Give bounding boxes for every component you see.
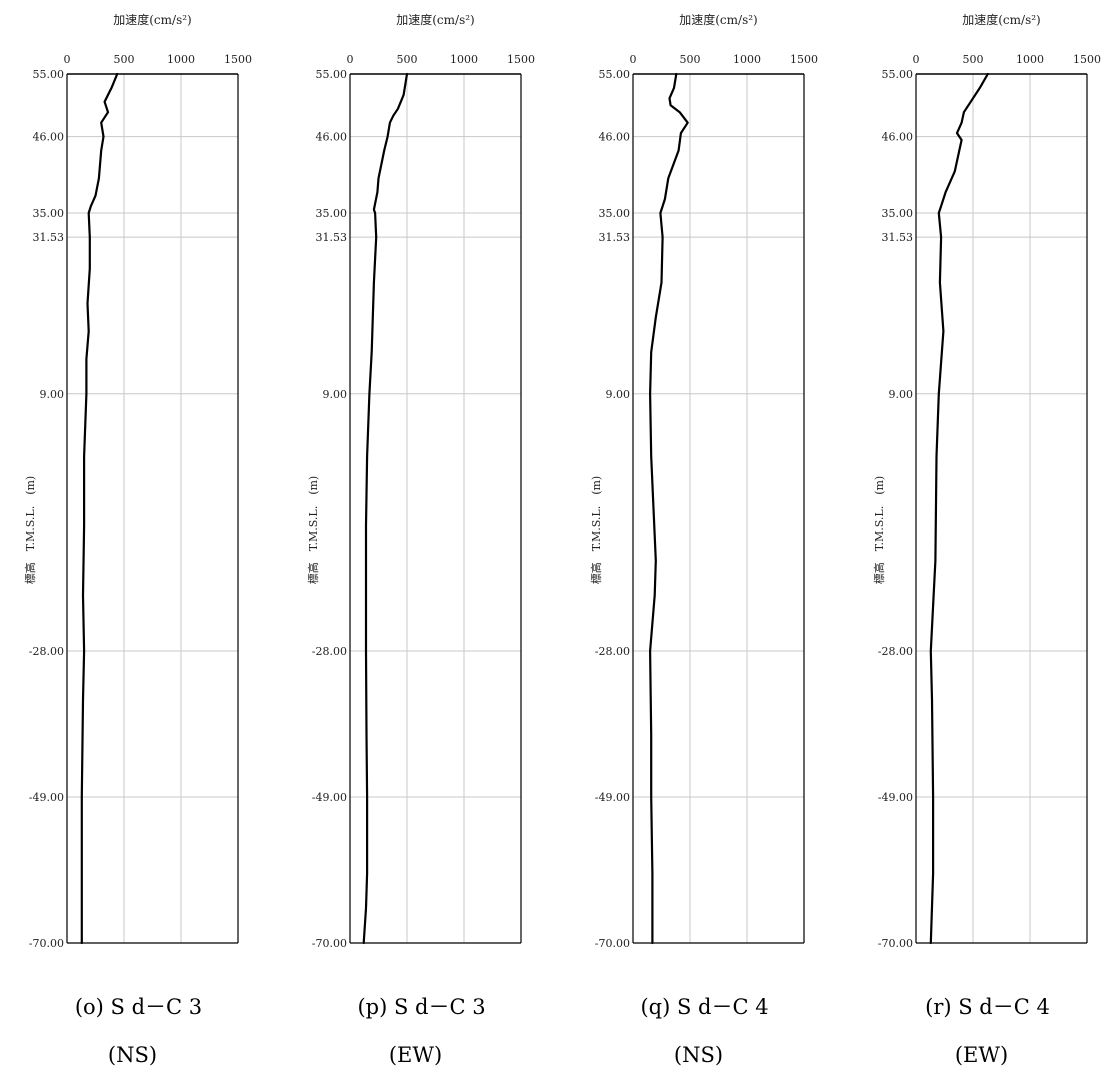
panel-3: 0 500 1000 1500 加速度(cm/s²) 55.00 46.00 35.00 31.… (872, 12, 1101, 1067)
y-axis-label: 標高 T.M.S.L. (m) (306, 476, 320, 584)
x-tick-label: 500 (680, 53, 701, 66)
y-tick-label: 46.00 (33, 131, 65, 144)
y-tick-label: -28.00 (595, 645, 630, 658)
caption-title: (r) S d－C 4 (925, 995, 1050, 1019)
y-tick-label: 46.00 (316, 131, 348, 144)
panel-0: 0 500 1000 1500 加速度(cm/s²) 55.00 46.00 35.00 31.… (23, 12, 252, 1067)
panel-1: 0 500 1000 1500 加速度(cm/s²) 55.00 46.00 35.00 31.… (306, 12, 535, 1067)
series-line (648, 72, 689, 945)
y-tick-label: 35.00 (33, 207, 65, 220)
y-tick-label: 55.00 (316, 68, 348, 81)
y-axis-label: 標高 T.M.S.L. (m) (872, 476, 886, 584)
y-tick-label: -49.00 (312, 791, 347, 804)
x-tick-label: 0 (64, 53, 71, 66)
caption-direction: (EW) (389, 1043, 442, 1067)
y-tick-label: -70.00 (312, 937, 347, 950)
caption-title: (q) S d－C 4 (640, 995, 768, 1019)
caption-title: (o) S d－C 3 (75, 995, 202, 1019)
x-axis-label: 加速度(cm/s²) (962, 12, 1040, 27)
y-tick-label: -28.00 (878, 645, 913, 658)
y-tick-label: 9.00 (889, 388, 914, 401)
y-tick-label: 55.00 (33, 68, 65, 81)
panel-2: 0 500 1000 1500 加速度(cm/s²) 55.00 46.00 35.00 31.… (589, 12, 818, 1067)
y-axis-label: 標高 T.M.S.L. (m) (23, 476, 37, 584)
x-tick-label: 1000 (167, 53, 195, 66)
y-tick-label: 31.53 (882, 231, 914, 244)
series-line (929, 72, 989, 945)
caption-direction: (EW) (955, 1043, 1008, 1067)
y-tick-label: 35.00 (599, 207, 631, 220)
x-axis-label: 加速度(cm/s²) (396, 12, 474, 27)
x-tick-label: 1500 (507, 53, 535, 66)
y-tick-label: 9.00 (323, 388, 348, 401)
y-tick-label: -70.00 (878, 937, 913, 950)
caption-direction: (NS) (108, 1043, 157, 1067)
x-tick-label: 1500 (1073, 53, 1101, 66)
x-tick-label: 0 (347, 53, 354, 66)
caption-direction: (NS) (674, 1043, 723, 1067)
y-tick-label: 35.00 (316, 207, 348, 220)
series-line (80, 72, 119, 945)
y-tick-label: 55.00 (599, 68, 631, 81)
y-tick-label: 31.53 (316, 231, 348, 244)
x-tick-label: 0 (630, 53, 637, 66)
x-tick-label: 0 (913, 53, 920, 66)
x-tick-label: 1000 (1016, 53, 1044, 66)
x-tick-label: 500 (963, 53, 984, 66)
y-tick-label: 35.00 (882, 207, 914, 220)
x-axis-label: 加速度(cm/s²) (113, 12, 191, 27)
x-tick-label: 1500 (224, 53, 252, 66)
y-tick-label: 9.00 (606, 388, 631, 401)
caption-title: (p) S d－C 3 (357, 995, 485, 1019)
y-tick-label: -49.00 (29, 791, 64, 804)
y-tick-label: -49.00 (595, 791, 630, 804)
x-tick-label: 1000 (450, 53, 478, 66)
y-tick-label: -70.00 (29, 937, 64, 950)
x-tick-label: 1500 (790, 53, 818, 66)
y-tick-label: -49.00 (878, 791, 913, 804)
y-tick-label: -28.00 (312, 645, 347, 658)
y-tick-label: 9.00 (40, 388, 65, 401)
y-axis-label: 標高 T.M.S.L. (m) (589, 476, 603, 584)
x-tick-label: 1000 (733, 53, 761, 66)
y-tick-label: -28.00 (29, 645, 64, 658)
y-tick-label: 46.00 (882, 131, 914, 144)
y-tick-label: 31.53 (599, 231, 631, 244)
y-tick-label: 46.00 (599, 131, 631, 144)
y-tick-label: -70.00 (595, 937, 630, 950)
series-line (362, 72, 409, 945)
y-tick-label: 55.00 (882, 68, 914, 81)
x-axis-label: 加速度(cm/s²) (679, 12, 757, 27)
x-tick-label: 500 (114, 53, 135, 66)
y-tick-label: 31.53 (33, 231, 65, 244)
x-tick-label: 500 (397, 53, 418, 66)
